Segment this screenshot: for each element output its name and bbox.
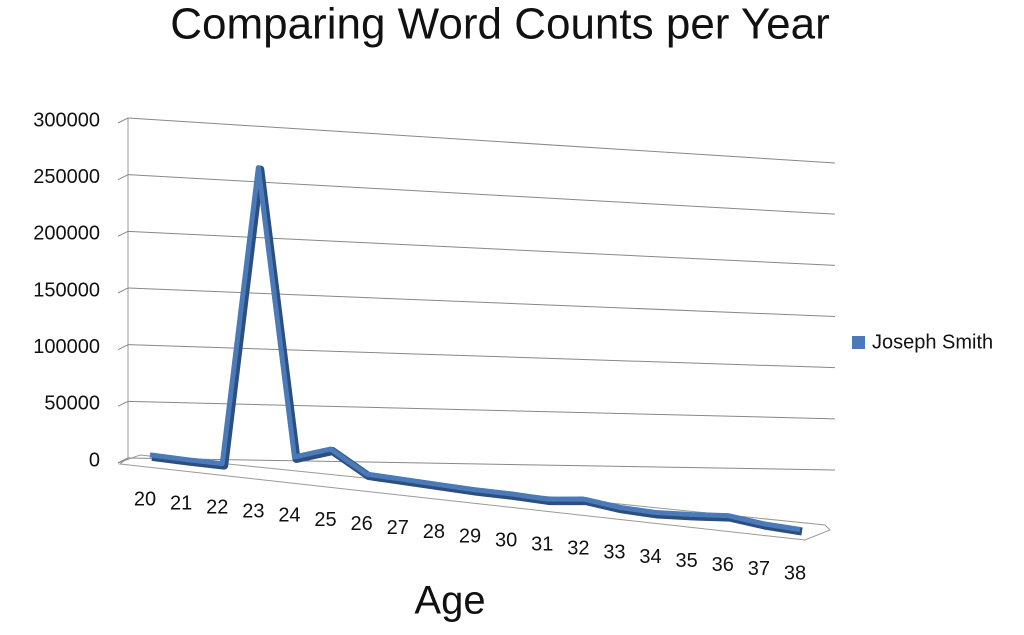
grid-line xyxy=(127,400,836,420)
y-tick-label: 150000 xyxy=(33,279,100,301)
x-tick-label: 28 xyxy=(423,521,445,543)
y-tick-label: 250000 xyxy=(33,166,100,188)
y-tick-label: 0 xyxy=(89,449,100,471)
y-tick-label: 50000 xyxy=(44,393,100,415)
grid-line xyxy=(127,174,836,215)
chart-title: Comparing Word Counts per Year xyxy=(170,0,830,49)
grid-line xyxy=(127,230,836,266)
grid-line xyxy=(127,287,836,317)
legend-label: Joseph Smith xyxy=(872,331,993,353)
x-tick-label: 35 xyxy=(676,550,698,572)
x-tick-label: 29 xyxy=(459,525,481,547)
x-tick-label: 25 xyxy=(314,509,336,531)
x-tick-label: 21 xyxy=(170,492,192,514)
x-tick-label: 26 xyxy=(351,513,373,535)
x-tick-label: 34 xyxy=(639,546,661,568)
x-tick-label: 33 xyxy=(603,542,625,564)
x-tick-label: 38 xyxy=(784,562,806,584)
y-tick-label: 200000 xyxy=(33,223,100,245)
grid-line xyxy=(127,457,836,471)
y-tick-label: 300000 xyxy=(33,109,100,131)
y-tick-mark xyxy=(117,344,129,351)
x-tick-label: 30 xyxy=(495,529,517,551)
x-tick-label: 23 xyxy=(242,501,264,523)
x-tick-label: 24 xyxy=(278,505,300,527)
series-line xyxy=(149,165,801,532)
y-tick-mark xyxy=(117,117,129,124)
grid-line xyxy=(127,344,836,369)
y-tick-label: 100000 xyxy=(33,336,100,358)
x-tick-label: 22 xyxy=(206,497,228,519)
x-tick-label: 31 xyxy=(531,534,553,556)
x-axis-title: Age xyxy=(414,579,485,623)
y-tick-mark xyxy=(117,287,129,294)
y-tick-mark xyxy=(117,457,129,464)
x-tick-label: 20 xyxy=(134,488,156,510)
grid-line xyxy=(127,117,836,164)
x-tick-label: 37 xyxy=(748,558,770,580)
legend-swatch xyxy=(852,336,865,349)
y-tick-mark xyxy=(117,174,129,181)
x-tick-label: 27 xyxy=(387,517,409,539)
y-tick-mark xyxy=(117,400,129,407)
y-tick-mark xyxy=(117,230,129,237)
x-tick-label: 36 xyxy=(712,554,734,576)
x-tick-label: 32 xyxy=(567,538,589,560)
